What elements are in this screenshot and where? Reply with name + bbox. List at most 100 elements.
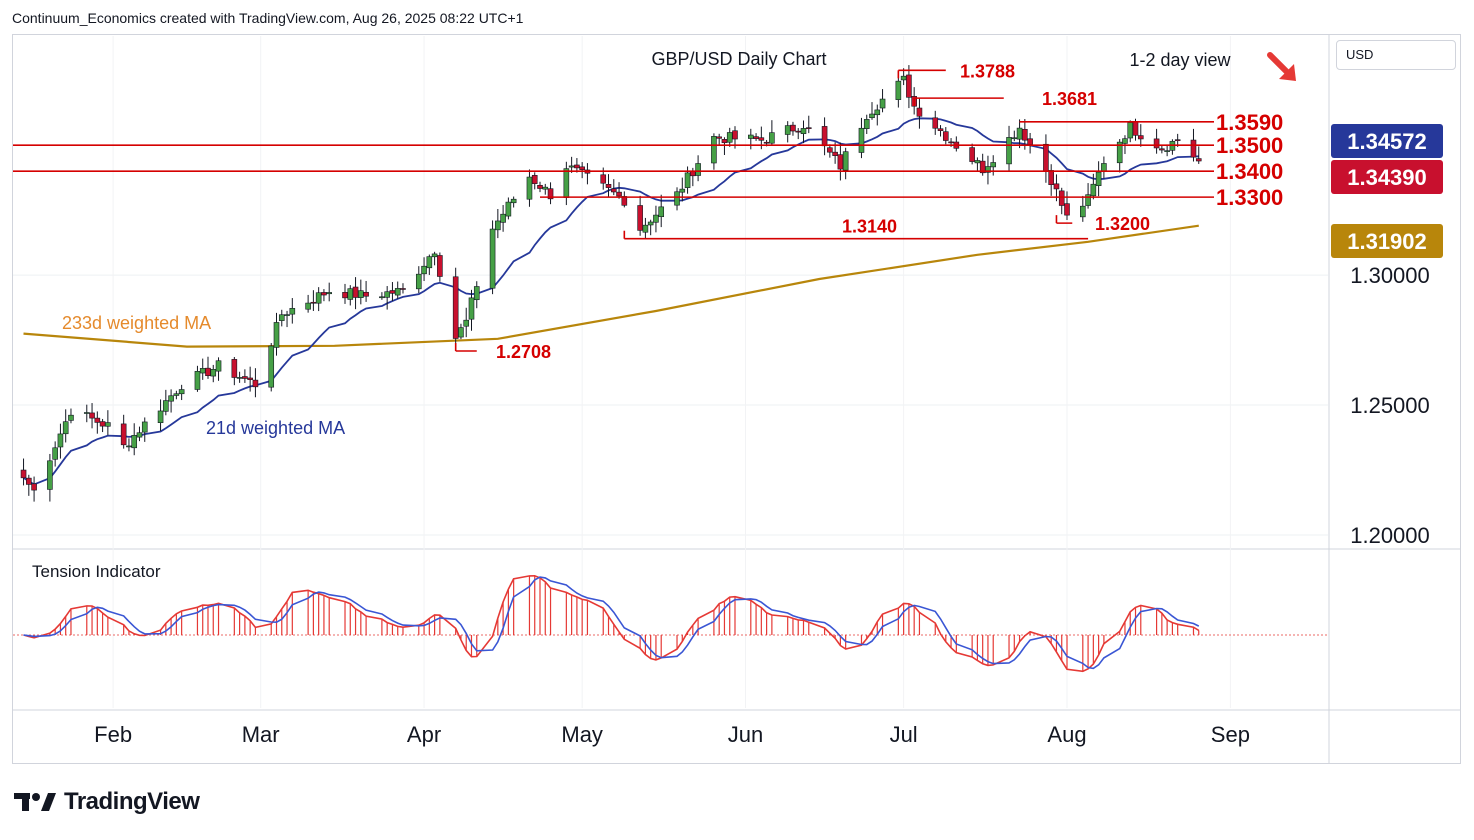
y-tick-label: 1.25000 bbox=[1350, 393, 1430, 418]
candle bbox=[415, 266, 422, 294]
level-label-1.3590: 1.3590 bbox=[1216, 110, 1283, 135]
candle bbox=[563, 161, 570, 206]
candle bbox=[916, 97, 923, 129]
x-tick-label: Jun bbox=[728, 722, 763, 747]
svg-text:1.34572: 1.34572 bbox=[1347, 129, 1427, 154]
candle bbox=[784, 121, 791, 143]
candle bbox=[974, 157, 981, 172]
candle bbox=[1011, 130, 1018, 142]
candle bbox=[858, 117, 865, 159]
candle bbox=[990, 155, 997, 176]
candle bbox=[473, 281, 480, 309]
candle bbox=[458, 323, 464, 340]
marked-point-1.3788: 1.3788 bbox=[897, 61, 1015, 81]
candle bbox=[178, 384, 185, 401]
candle bbox=[315, 287, 322, 312]
candle bbox=[1153, 128, 1160, 154]
candle bbox=[584, 163, 591, 185]
candle bbox=[716, 133, 722, 146]
candle bbox=[194, 365, 201, 392]
candle bbox=[47, 453, 53, 502]
ma233-label: 233d weighted MA bbox=[62, 313, 211, 333]
candle bbox=[310, 290, 317, 311]
candle bbox=[289, 298, 296, 324]
currency-selector[interactable]: USD bbox=[1336, 40, 1456, 70]
candle bbox=[542, 183, 549, 195]
candle bbox=[1164, 144, 1170, 157]
candle bbox=[1027, 132, 1033, 154]
candle bbox=[674, 187, 680, 211]
candle bbox=[753, 133, 759, 141]
candle bbox=[711, 133, 717, 170]
candle bbox=[906, 65, 912, 109]
candle bbox=[637, 195, 643, 236]
candle bbox=[120, 414, 127, 449]
candle bbox=[437, 252, 443, 282]
x-tick-label: May bbox=[561, 722, 603, 747]
candle bbox=[695, 155, 701, 182]
candle bbox=[210, 364, 217, 383]
ma21-label: 21d weighted MA bbox=[206, 418, 345, 438]
candle bbox=[284, 310, 290, 328]
candle bbox=[526, 169, 533, 207]
candle bbox=[389, 282, 396, 302]
tradingview-logo[interactable]: TradingView bbox=[14, 788, 200, 816]
x-tick-label: Feb bbox=[94, 722, 132, 747]
candle bbox=[26, 474, 32, 496]
candle bbox=[205, 356, 211, 379]
candle bbox=[874, 104, 881, 126]
price-tag-1.31902: 1.31902 bbox=[1331, 224, 1443, 258]
candle bbox=[489, 220, 496, 295]
level-label-1.3500: 1.3500 bbox=[1216, 133, 1283, 158]
arrow-down-right-icon bbox=[1267, 52, 1296, 81]
candle bbox=[932, 110, 939, 135]
candle bbox=[495, 209, 501, 239]
tension-fast-line bbox=[23, 574, 1200, 673]
candle bbox=[384, 286, 390, 310]
candle bbox=[273, 312, 280, 356]
candle bbox=[431, 251, 438, 266]
candle bbox=[574, 158, 580, 173]
candle bbox=[215, 357, 222, 381]
x-tick-label: Sep bbox=[1211, 722, 1250, 747]
candle bbox=[1043, 134, 1049, 183]
candle bbox=[1048, 164, 1054, 196]
svg-text:1.3140: 1.3140 bbox=[842, 217, 897, 237]
candle bbox=[827, 144, 833, 158]
x-tick-label: Jul bbox=[890, 722, 918, 747]
candle bbox=[1169, 139, 1176, 155]
candle bbox=[537, 181, 543, 193]
candle bbox=[452, 267, 459, 351]
candle bbox=[1085, 183, 1091, 209]
candle bbox=[252, 368, 259, 398]
candle bbox=[278, 309, 285, 327]
candle bbox=[236, 371, 243, 383]
price-tag-1.34572: 1.34572 bbox=[1331, 124, 1443, 158]
tension-indicator-label: Tension Indicator bbox=[32, 562, 161, 581]
candle bbox=[869, 102, 875, 120]
ma21-line bbox=[23, 117, 1199, 486]
candle bbox=[358, 279, 364, 305]
chart-frame bbox=[12, 34, 1461, 764]
marked-point-1.3200: 1.3200 bbox=[1055, 214, 1150, 234]
y-tick-label: 1.20000 bbox=[1350, 523, 1430, 548]
candle bbox=[879, 89, 886, 113]
candle bbox=[347, 285, 354, 306]
candle bbox=[747, 128, 754, 150]
candle bbox=[1101, 156, 1107, 179]
candle bbox=[68, 408, 74, 424]
candle bbox=[426, 254, 433, 275]
x-tick-label: Mar bbox=[242, 722, 280, 747]
candle bbox=[168, 389, 174, 413]
chart-credit: Continuum_Economics created with Trading… bbox=[12, 10, 524, 26]
chart-title: GBP/USD Daily Chart bbox=[651, 49, 826, 69]
candle bbox=[769, 120, 775, 146]
candle bbox=[821, 117, 828, 156]
candle bbox=[1006, 125, 1012, 172]
candle bbox=[805, 115, 812, 134]
candle bbox=[721, 137, 728, 155]
candle bbox=[173, 390, 180, 400]
candle bbox=[326, 282, 333, 302]
candle bbox=[1195, 146, 1202, 164]
